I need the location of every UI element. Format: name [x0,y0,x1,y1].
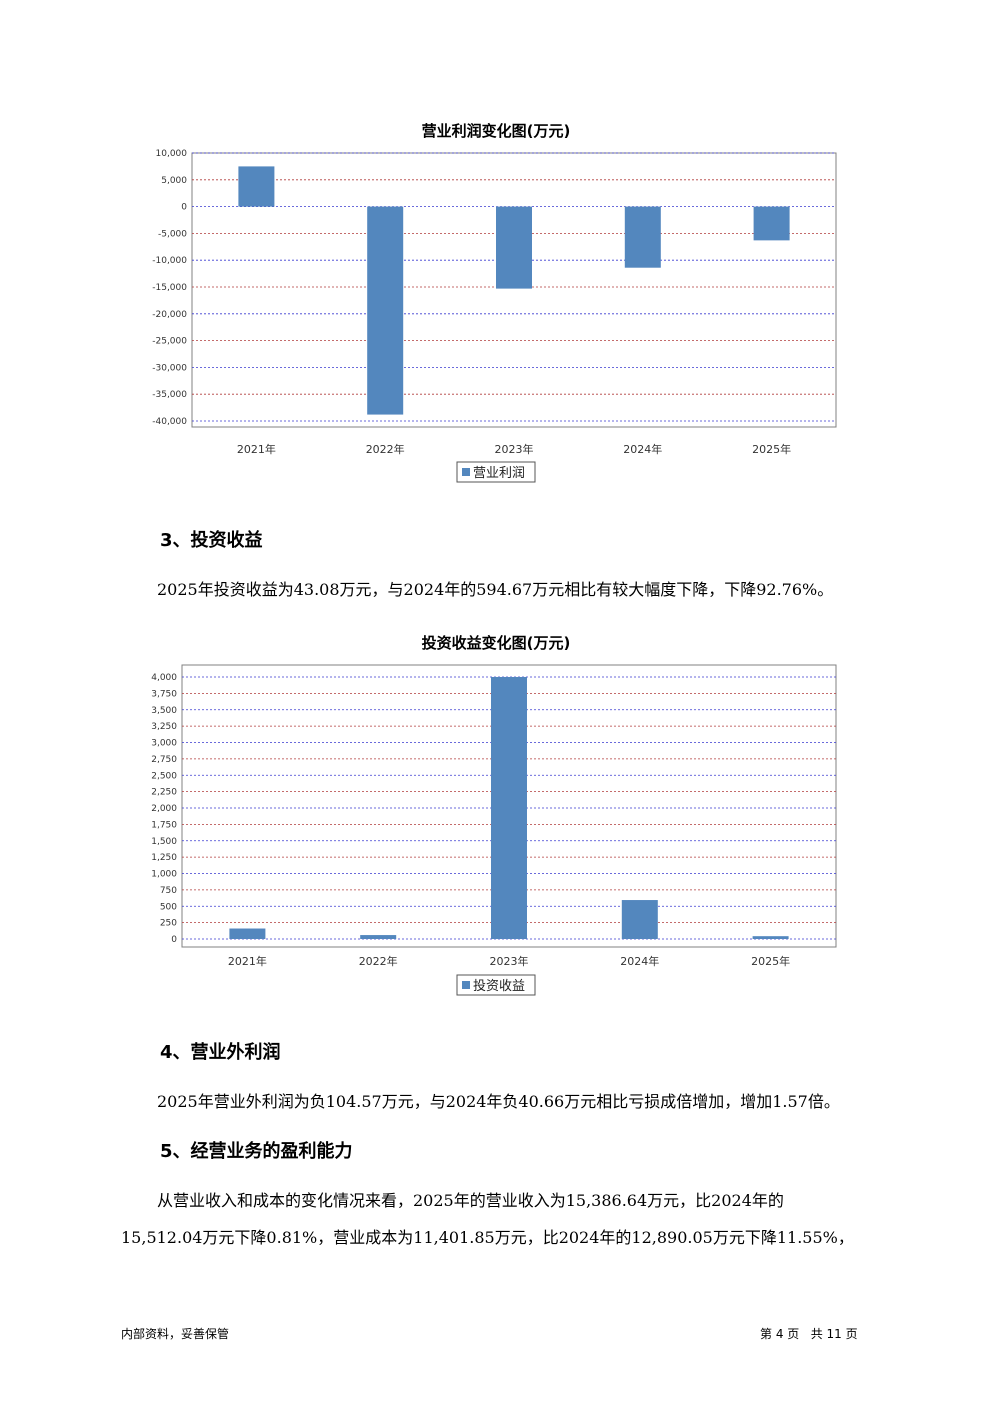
y-tick-label: 750 [160,886,177,896]
investment-income-paragraph: 2025年投资收益为43.08万元，与2024年的594.67万元相比有较大幅度… [157,580,834,599]
x-tick-label: 2022年 [359,954,398,968]
legend: 投资收益 [456,974,536,996]
profitability-paragraph-line1: 从营业收入和成本的变化情况来看，2025年的营业收入为15,386.64万元，比… [157,1191,784,1210]
y-tick-label: -25,000 [152,337,187,347]
y-tick-label: 0 [171,935,177,945]
x-tick-label: 2024年 [623,442,662,456]
y-tick-label: 10,000 [156,149,188,159]
y-tick-label: -20,000 [152,310,187,320]
bar-2023年 [491,677,527,939]
y-tick-label: 3,500 [151,706,177,716]
y-tick-label: 250 [160,919,177,929]
y-tick-label: 0 [181,203,187,213]
y-tick-label: 1,250 [151,853,177,863]
non-operating-profit-paragraph: 2025年营业外利润为负104.57万元，与2024年负40.66万元相比亏损成… [157,1092,840,1111]
legend-swatch [462,981,470,989]
legend-label: 营业利润 [473,466,525,481]
bar-2023年 [496,206,532,289]
x-tick-label: 2021年 [237,442,276,456]
y-tick-label: 3,750 [151,689,177,699]
bar-2024年 [621,900,658,939]
x-tick-label: 2023年 [490,954,529,968]
x-tick-label: 2021年 [228,954,267,968]
operating-profit-chart: 10,000 5,000 0 -5,000 -10,000 -15,000 -20,000 -… [152,149,837,483]
y-tick-label: 3,250 [151,722,177,732]
section-heading-profitability: 5、经营业务的盈利能力 [160,1141,353,1162]
investment-income-chart: 4,000 3,750 3,500 3,250 3,000 2,750 2,500 2,250… [151,664,837,996]
legend-box [456,974,536,996]
y-tick-label: 2,250 [151,788,177,798]
bar-2025年 [752,936,789,939]
chart-title-operating-profit: 营业利润变化图(万元) [421,122,571,140]
x-tick-label: 2025年 [752,442,791,456]
x-tick-label: 2022年 [366,442,405,456]
legend: 营业利润 [456,461,536,483]
y-tick-label: 1,750 [151,820,177,830]
bar-2021年 [238,166,275,207]
section-heading-non-operating-profit: 4、营业外利润 [160,1042,281,1063]
x-tick-label: 2024年 [620,954,659,968]
section-heading-investment-income: 3、投资收益 [160,530,263,551]
x-tick-label: 2023年 [495,442,534,456]
bar-2025年 [753,206,790,241]
legend-swatch [462,468,470,476]
y-tick-label: 1,500 [151,837,177,847]
y-tick-label: 2,500 [151,771,177,781]
footer-page-number: 第 4 页 共 11 页 [760,1327,858,1341]
y-tick-label: 2,000 [151,804,177,814]
chart-title-investment-income: 投资收益变化图(万元) [421,634,571,652]
y-tick-label: 3,000 [151,739,177,749]
bar-2024年 [624,206,661,268]
y-tick-label: 2,750 [151,755,177,765]
y-tick-label: -5,000 [158,229,187,239]
profitability-paragraph-line2: 15,512.04万元下降0.81%，营业成本为11,401.85万元，比202… [121,1228,854,1247]
x-tick-label: 2025年 [751,954,790,968]
y-tick-label: 5,000 [161,176,187,186]
y-tick-label: -30,000 [152,363,187,373]
y-tick-label: -15,000 [152,283,187,293]
plot-area [191,152,837,428]
footer-confidential-note: 内部资料，妥善保管 [121,1327,230,1341]
bar-2021年 [229,928,266,939]
bar-2022年 [367,206,404,415]
legend-label: 投资收益 [473,978,525,994]
y-tick-label: -35,000 [152,390,187,400]
y-tick-label: -10,000 [152,256,187,266]
y-tick-label: -40,000 [152,417,187,427]
y-tick-label: 1,000 [151,870,177,880]
legend-box [456,461,536,483]
y-tick-label: 500 [160,902,177,912]
y-tick-label: 4,000 [151,673,177,683]
bar-2022年 [360,935,397,939]
